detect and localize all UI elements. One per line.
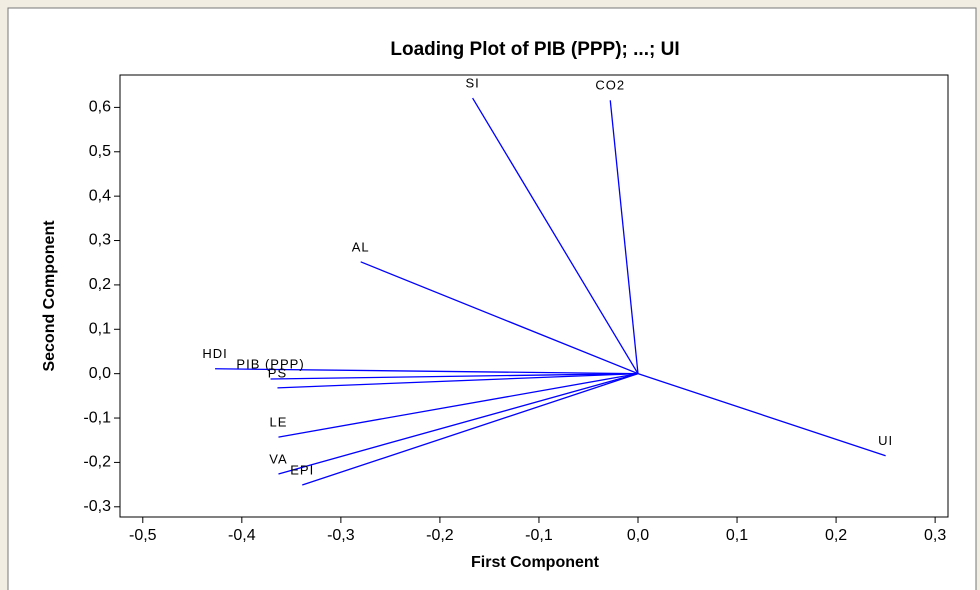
x-tick-label: -0,2: [426, 527, 454, 544]
loading-line: [278, 373, 639, 438]
loading-label: PIB (PPP): [236, 356, 304, 371]
y-tick-label: 0,2: [89, 276, 111, 293]
x-tick-label: -0,1: [525, 527, 553, 544]
loading-label: VA: [269, 451, 287, 466]
loading-label: CO2: [595, 78, 625, 93]
chart-title: Loading Plot of PIB (PPP); ...; UI: [390, 39, 679, 60]
loading-line: [472, 97, 639, 374]
x-tick-label: 0,0: [627, 527, 649, 544]
y-tick-label: 0,0: [89, 365, 111, 382]
y-tick-label: -0,3: [83, 498, 111, 515]
x-tick-label: 0,3: [924, 527, 946, 544]
loading-line: [637, 373, 886, 457]
y-axis-label: Second Component: [41, 220, 58, 372]
x-tick-label: 0,1: [726, 527, 748, 544]
x-axis-label: First Component: [471, 554, 600, 571]
x-tick-label: -0,4: [228, 527, 256, 544]
loading-line: [278, 373, 639, 475]
loading-line: [302, 373, 639, 486]
y-tick-label: 0,1: [89, 321, 111, 338]
y-tick-label: 0,3: [89, 232, 111, 249]
loading-line: [215, 368, 639, 375]
chart-panel: [7, 7, 977, 590]
loading-line: [609, 100, 639, 374]
y-tick-label: 0,5: [89, 143, 111, 160]
loading-label: HDI: [202, 346, 227, 361]
loading-label: SI: [465, 76, 479, 91]
y-tick-label: 0,6: [89, 99, 111, 116]
loading-line: [277, 373, 639, 389]
y-tick-label: 0,4: [89, 187, 111, 204]
plot-frame: [119, 74, 949, 518]
loading-label: EPI: [290, 462, 314, 477]
loading-label: UI: [878, 433, 893, 448]
y-tick-label: -0,2: [83, 454, 111, 471]
loading-line: [270, 373, 639, 380]
x-tick-label: -0,5: [129, 527, 157, 544]
loading-label: AL: [352, 239, 370, 254]
x-tick-label: 0,2: [825, 527, 847, 544]
loading-line: [360, 261, 639, 375]
loading-label: PS: [268, 365, 287, 380]
x-tick-label: -0,3: [327, 527, 355, 544]
loading-label: LE: [270, 415, 288, 430]
y-tick-label: -0,1: [83, 409, 111, 426]
